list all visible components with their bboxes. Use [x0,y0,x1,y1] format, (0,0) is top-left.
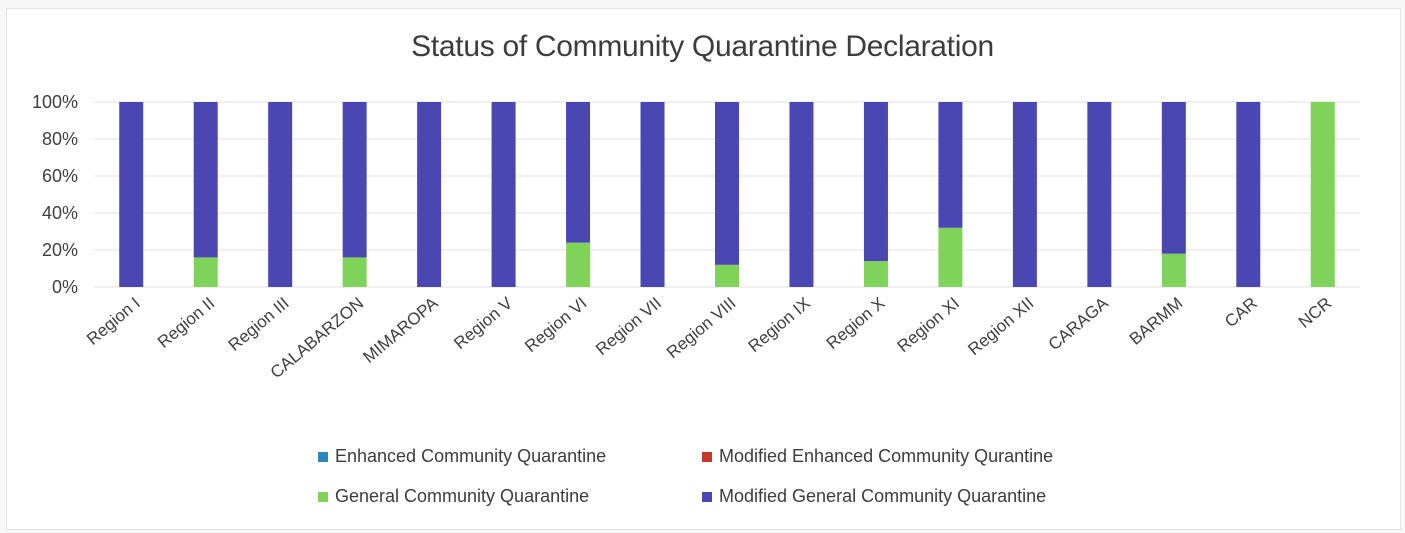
x-tick-label: Region I [83,294,144,349]
bar-segment [566,102,591,243]
x-tick-label: CARAGA [1045,293,1113,354]
legend-item: Enhanced Community Quarantine [318,446,606,467]
legend-swatch [702,451,712,462]
bar-segment [417,102,442,287]
bar-segment [491,102,516,287]
bar-segment [342,257,367,287]
x-tick-label: Region III [225,294,293,355]
bars [119,102,1335,287]
x-tick-label: CAR [1221,294,1261,332]
bar-segment [193,257,218,287]
bar-segment [1310,102,1335,287]
x-tick-label: BARMM [1126,294,1187,349]
bar-segment [715,264,739,287]
x-tick-label: Region VII [592,294,665,360]
chart-title: Status of Community Quarantine Declarati… [411,30,994,63]
x-tick-label: NCR [1295,294,1335,332]
legend-label: Modified General Community Quarantine [719,486,1047,506]
y-tick-label: 0% [52,277,78,297]
y-tick-label: 20% [42,240,78,260]
x-tick-label: Region XI [894,294,963,357]
y-tick-label: 60% [42,166,78,186]
bar-segment [268,102,293,287]
legend-swatch [702,491,712,502]
legend: Enhanced Community Quarantine Modified En… [318,446,1138,524]
x-tick-label: Region VIII [663,294,740,363]
bar-segment [863,102,888,262]
bar-segment [1161,102,1186,254]
y-tick-label: 40% [42,203,78,223]
bar-segment [1236,102,1261,287]
bar-segment [1161,253,1186,287]
bar-segment [938,227,963,287]
legend-swatch [318,451,328,462]
bar-segment [640,102,665,287]
x-axis-ticks: Region I Region II Region IIICALABARZONMIM… [83,293,1335,382]
x-tick-label: Region X [823,294,889,354]
bar-segment [863,261,888,287]
legend-label: Modified Enhanced Community Qurantine [719,446,1054,466]
y-tick-label: 80% [42,129,78,149]
bar-segment [342,102,367,258]
legend-item: General Community Quarantine [318,486,589,507]
y-axis-ticks: 0% 20% 40% 60% 80% 100% [32,92,78,297]
x-tick-label: Region IX [745,294,814,357]
x-tick-label: Region XII [964,294,1037,360]
bar-segment [1087,102,1112,287]
bar-segment [938,102,963,228]
legend-item: Modified General Community Quarantine [702,486,1046,507]
bar-segment [193,102,218,258]
x-tick-label: MIMAROPA [360,293,443,367]
legend-swatch [318,491,328,502]
bar-segment [789,102,814,287]
x-tick-label: Region II [154,294,218,352]
legend-label: Enhanced Community Quarantine [335,446,607,466]
bar-segment [715,102,739,265]
x-tick-label: Region VI [521,294,590,357]
bar-segment [119,102,144,287]
x-tick-label: Region V [450,293,516,353]
y-tick-label: 100% [32,92,78,112]
bar-segment [566,242,591,287]
bar-segment [1012,102,1037,287]
legend-item: Modified Enhanced Community Qurantine [702,446,1053,467]
legend-label: General Community Quarantine [335,486,590,506]
